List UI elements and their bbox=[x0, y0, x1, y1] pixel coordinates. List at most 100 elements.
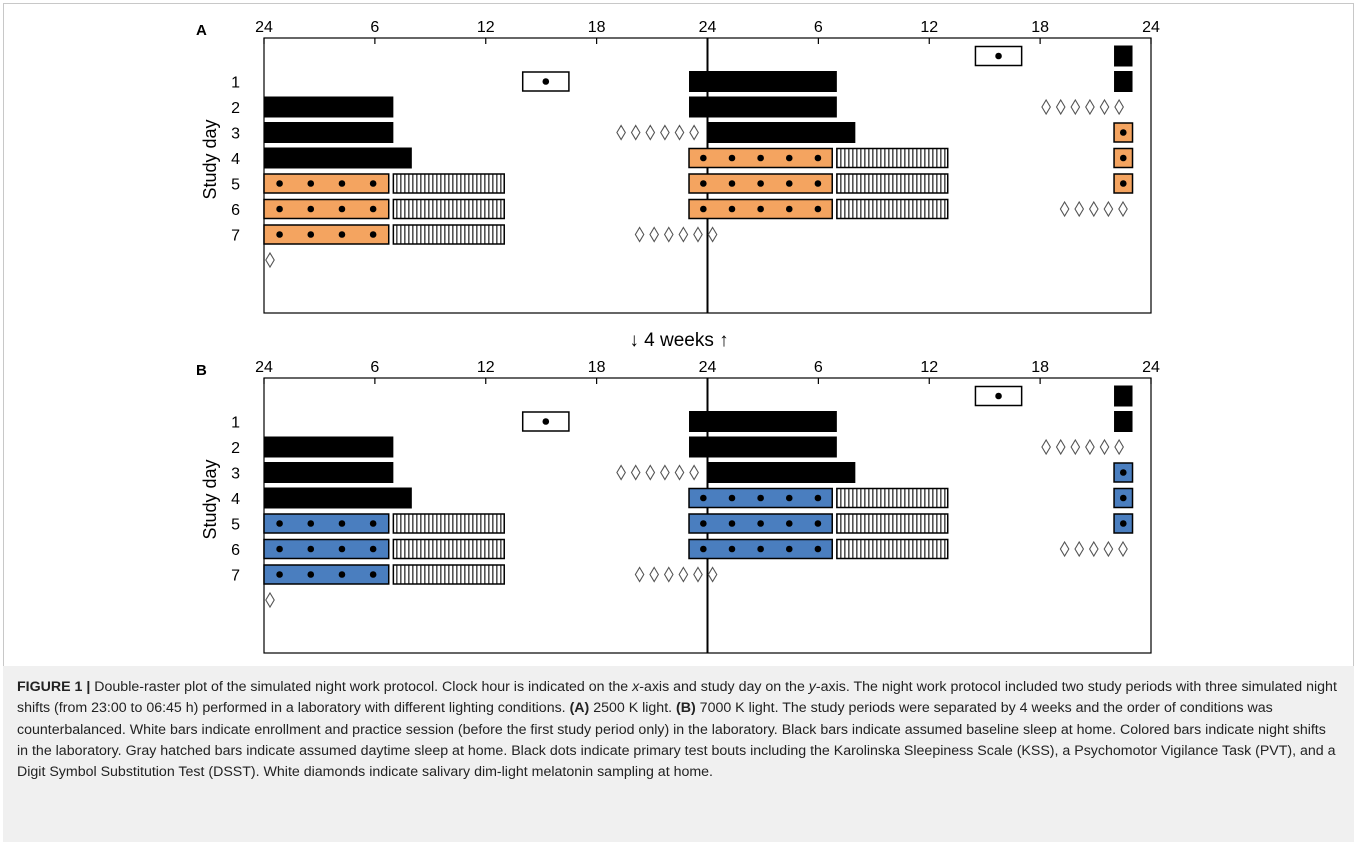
melatonin-sample-diamond bbox=[645, 464, 656, 481]
baseline-sleep-bar bbox=[264, 122, 394, 143]
test-bout-dot bbox=[338, 231, 346, 238]
melatonin-sample-diamond bbox=[645, 124, 656, 141]
melatonin-sample-diamond bbox=[1074, 200, 1085, 218]
test-bout-dot bbox=[1119, 154, 1127, 162]
melatonin-sample-diamond bbox=[693, 226, 703, 243]
test-bout-dot bbox=[728, 180, 736, 187]
day-label: 5 bbox=[231, 177, 240, 194]
melatonin-sample-diamond bbox=[630, 464, 641, 481]
baseline-sleep-bar bbox=[689, 436, 837, 458]
baseline-sleep-bar bbox=[264, 487, 412, 509]
x-tick-label: 12 bbox=[477, 359, 495, 376]
test-bout-dot bbox=[1119, 129, 1127, 136]
test-bout-dot bbox=[785, 494, 793, 502]
caption-x-italic: x bbox=[632, 679, 640, 695]
test-bout-dot bbox=[276, 231, 283, 238]
day-label: 7 bbox=[231, 568, 240, 585]
melatonin-sample-diamond bbox=[678, 566, 689, 583]
test-bout-dot bbox=[995, 52, 1002, 60]
test-bout-dot bbox=[757, 154, 764, 162]
day-label: 5 bbox=[231, 517, 240, 534]
day-label: 6 bbox=[231, 542, 240, 559]
x-tick-label: 12 bbox=[920, 19, 938, 36]
night-shift-bar bbox=[263, 198, 390, 220]
caption-a-label: (A) bbox=[569, 700, 590, 717]
melatonin-sample-diamond bbox=[693, 566, 703, 583]
test-bout-dot bbox=[700, 205, 707, 213]
x-tick-label: 24 bbox=[699, 19, 717, 36]
x-tick-label: 12 bbox=[920, 359, 938, 376]
night-shift-bar bbox=[263, 173, 390, 194]
x-tick-label: 6 bbox=[370, 359, 379, 376]
test-bout-dot bbox=[276, 545, 283, 553]
daytime-sleep-bar bbox=[836, 147, 949, 169]
panel-letter: B bbox=[196, 362, 207, 379]
test-bout-dot bbox=[542, 418, 550, 425]
test-bout-dot bbox=[785, 154, 793, 162]
test-bout-dot bbox=[1119, 469, 1127, 476]
baseline-sleep-bar bbox=[689, 411, 837, 432]
melatonin-sample-diamond bbox=[634, 226, 645, 243]
test-bout-dot bbox=[307, 520, 315, 527]
melatonin-sample-diamond bbox=[1088, 540, 1099, 558]
test-bout-dot bbox=[369, 545, 377, 553]
test-bout-dot bbox=[728, 205, 736, 213]
test-bout-dot bbox=[338, 205, 346, 213]
baseline-sleep-bar bbox=[707, 462, 856, 483]
test-bout-dot bbox=[700, 545, 707, 553]
melatonin-sample-diamond bbox=[1114, 98, 1124, 116]
test-bout-dot bbox=[338, 520, 346, 527]
test-bout-dot bbox=[369, 180, 377, 187]
x-tick-label: 24 bbox=[255, 359, 273, 376]
melatonin-sample-diamond bbox=[630, 124, 641, 141]
x-tick-label: 24 bbox=[699, 359, 717, 376]
day-label: 1 bbox=[231, 415, 240, 432]
four-weeks-separator: ↓ 4 weeks ↑ bbox=[629, 330, 729, 351]
y-axis-title: Study day bbox=[200, 119, 220, 199]
test-bout-dot bbox=[369, 205, 377, 213]
test-bout-dot bbox=[307, 231, 315, 238]
melatonin-sample-diamond bbox=[1118, 200, 1128, 218]
test-bout-dot bbox=[728, 545, 736, 553]
daytime-sleep-bar bbox=[392, 538, 505, 560]
melatonin-sample-diamond bbox=[707, 226, 718, 243]
melatonin-sample-diamond bbox=[1118, 540, 1128, 558]
caption-b-label: (B) bbox=[676, 700, 696, 717]
test-bout-dot bbox=[307, 545, 315, 553]
test-bout-dot bbox=[700, 494, 707, 502]
baseline-sleep-bar bbox=[707, 122, 856, 143]
test-bout-dot bbox=[785, 520, 793, 527]
daytime-sleep-bar bbox=[392, 513, 505, 534]
caption-text-3: -axis. The night work protocol included … bbox=[17, 679, 1337, 717]
test-bout-dot bbox=[785, 180, 793, 187]
melatonin-sample-diamond bbox=[689, 464, 699, 481]
test-bout-dot bbox=[757, 205, 764, 213]
baseline-sleep-bar bbox=[1114, 411, 1133, 432]
melatonin-sample-diamond bbox=[616, 124, 626, 141]
melatonin-sample-diamond bbox=[265, 591, 275, 609]
melatonin-sample-diamond bbox=[1099, 438, 1110, 456]
test-bout-dot bbox=[814, 545, 822, 553]
daytime-sleep-bar bbox=[836, 173, 949, 194]
test-bout-dot bbox=[814, 494, 822, 502]
melatonin-sample-diamond bbox=[1103, 540, 1114, 558]
test-bout-dot bbox=[728, 154, 736, 162]
melatonin-sample-diamond bbox=[649, 566, 660, 583]
x-tick-label: 18 bbox=[1031, 359, 1049, 376]
melatonin-sample-diamond bbox=[1074, 540, 1085, 558]
test-bout-dot bbox=[542, 78, 550, 85]
daytime-sleep-bar bbox=[836, 198, 949, 220]
melatonin-sample-diamond bbox=[1103, 200, 1114, 218]
caption-b-text: 7000 K light. The study periods were sep… bbox=[17, 700, 1336, 781]
melatonin-sample-diamond bbox=[1085, 98, 1095, 116]
baseline-sleep-bar bbox=[264, 147, 412, 169]
test-bout-dot bbox=[757, 545, 764, 553]
x-tick-label: 6 bbox=[814, 19, 823, 36]
day-label: 3 bbox=[231, 466, 240, 483]
melatonin-sample-diamond bbox=[649, 226, 660, 243]
test-bout-dot bbox=[338, 545, 346, 553]
x-tick-label: 18 bbox=[588, 359, 606, 376]
melatonin-sample-diamond bbox=[1059, 200, 1070, 218]
x-tick-label: 6 bbox=[814, 359, 823, 376]
x-tick-label: 6 bbox=[370, 19, 379, 36]
